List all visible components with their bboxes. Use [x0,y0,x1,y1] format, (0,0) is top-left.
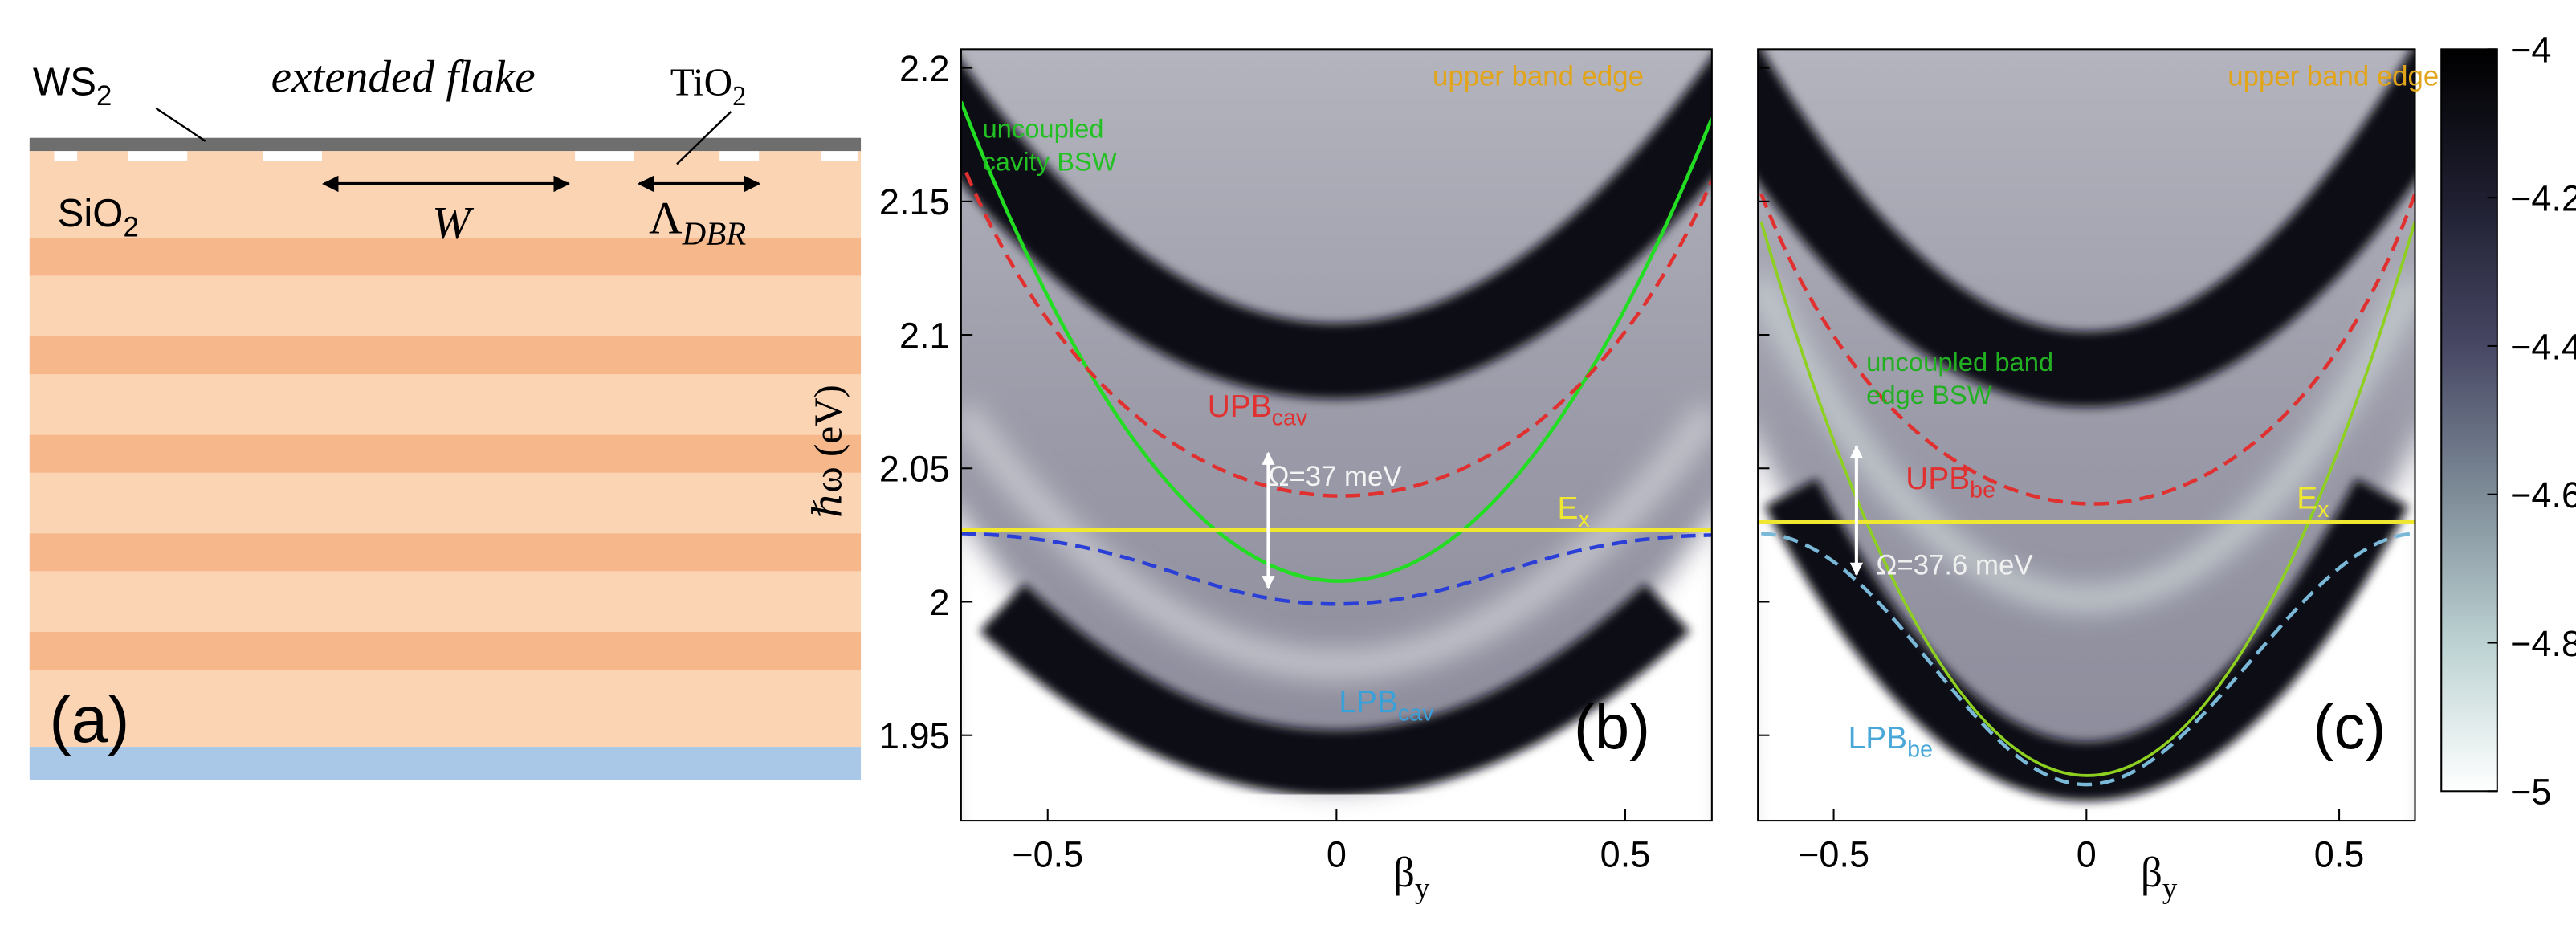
ws2-flake [29,137,862,152]
x-tick-label: 0 [1327,833,1347,874]
x-tick-label: −0.5 [1012,833,1083,874]
colorbar-tick-label: −5 [2510,772,2551,813]
tio2-layers [29,238,862,670]
annotation: Ex [2297,482,2329,523]
panel-a: WS2 extended flake TiO2 SiO2 W ΛDBR (a) [29,51,862,780]
panel-b-map [960,49,1712,821]
annotation: UPBcav [1208,389,1308,430]
tio2-leader [676,111,732,165]
colorbar-tick-label: −4.8 [2510,623,2576,664]
y-tick-label: 2.05 [879,449,950,490]
y-tick-label: 2 [929,582,949,623]
annotation: Ω=37.6 meV [1876,550,2033,581]
flake-label: extended flake [271,51,536,102]
w-label: W [432,198,475,248]
annotation: upper band edge [1433,61,1644,92]
y-tick-label: 2.15 [879,181,950,222]
sio2-label: SiO2 [58,192,139,242]
panel-label: (c) [2313,693,2386,762]
grating-gaps [54,151,858,161]
x-axis-label: βy [1393,849,1430,904]
x-tick-label: −0.5 [1798,833,1869,874]
ws2-leader [155,107,206,142]
x-tick-label: 0.5 [2314,833,2365,874]
annotation: UPBbe [1906,462,1995,503]
colorbar-tick-label: −4.4 [2510,326,2576,367]
colorbar-tick-label: −4.6 [2510,475,2576,515]
y-tick-label: 2.2 [899,48,950,89]
annotation: LPBcav [1339,685,1434,726]
x-tick-label: 0 [2077,833,2097,874]
annotation: Ex [1558,491,1590,532]
annotation: Ω=37 meV [1268,462,1402,492]
y-tick-label: 2.1 [899,315,950,356]
y-axis-label: ℏω (eV) [805,385,850,518]
y-tick-label: 1.95 [879,715,950,756]
panel-label: (a) [49,683,129,756]
x-tick-label: 0.5 [1600,833,1651,874]
period-label: ΛDBR [649,193,746,251]
tio2-label: TiO2 [670,60,747,112]
colorbar [2440,48,2498,793]
colorbar-tick-label: −4 [2510,30,2551,71]
substrate [29,747,862,780]
annotation: cavity BSW [982,147,1116,177]
annotation: edge BSW [1866,380,1992,409]
x-axis-label: βy [2141,849,2178,904]
annotation: uncoupled band [1866,347,2053,377]
annotation: LPBbe [1848,721,1933,762]
panel-c-map [1758,49,2415,821]
ws2-label: WS2 [33,61,112,112]
annotation: uncoupled [982,114,1103,144]
colorbar-tick-label: −4.2 [2510,177,2576,218]
panel-label: (b) [1574,693,1650,762]
annotation: upper band edge [2228,61,2439,92]
